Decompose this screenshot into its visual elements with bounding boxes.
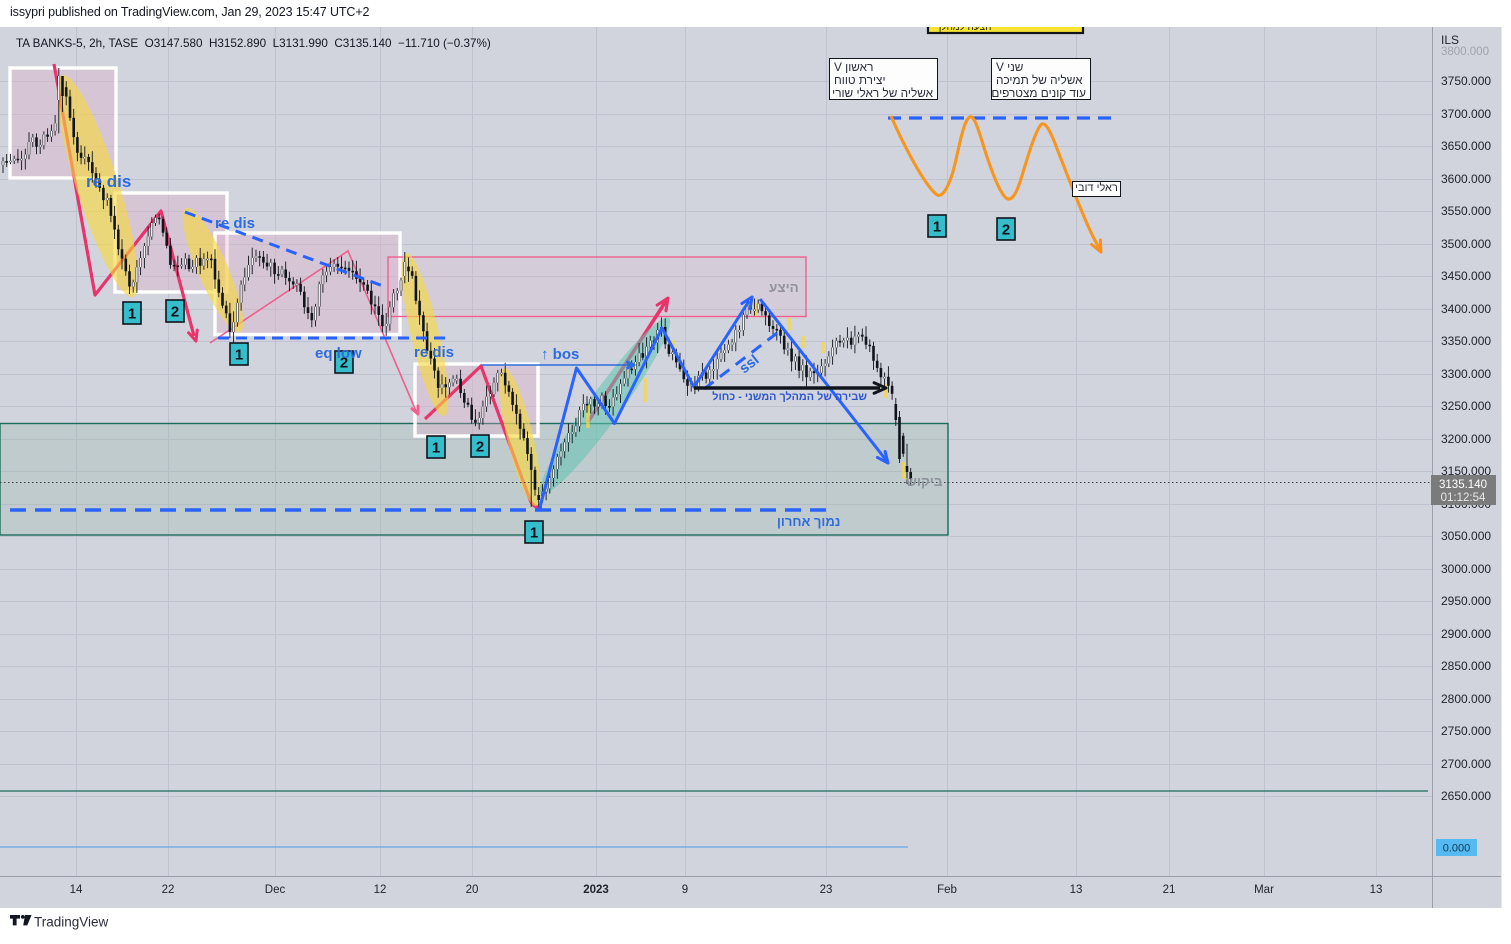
svg-text:3500.000: 3500.000 [1441,237,1491,251]
svg-text:1: 1 [530,525,538,542]
svg-text:13: 13 [1370,884,1383,896]
svg-text:2: 2 [1002,222,1010,239]
svg-text:0.000: 0.000 [1443,843,1471,855]
svg-text:2850.000: 2850.000 [1441,659,1491,673]
svg-text:12: 12 [374,884,387,896]
svg-text:Dec: Dec [265,884,286,896]
svg-text:2700.000: 2700.000 [1441,757,1491,771]
svg-text:3150.000: 3150.000 [1441,464,1491,478]
svg-text:2900.000: 2900.000 [1441,627,1491,641]
svg-text:3350.000: 3350.000 [1441,334,1491,348]
svg-text:13: 13 [1070,884,1083,896]
svg-text:2: 2 [340,355,348,372]
svg-text:re dis: re dis [414,344,454,361]
svg-text:2: 2 [476,439,484,456]
svg-text:1: 1 [432,440,440,457]
svg-text:2750.000: 2750.000 [1441,724,1491,738]
svg-text:1: 1 [235,347,243,364]
svg-text:eq low: eq low [315,345,362,362]
svg-text:3400.000: 3400.000 [1441,302,1491,316]
svg-text:3600.000: 3600.000 [1441,172,1491,186]
svg-text:Mar: Mar [1254,884,1274,896]
svg-text:3450.000: 3450.000 [1441,269,1491,283]
svg-text:3300.000: 3300.000 [1441,367,1491,381]
svg-text:20: 20 [466,884,479,896]
svg-text:Feb: Feb [937,884,957,896]
svg-text:2650.000: 2650.000 [1441,789,1491,803]
svg-text:3550.000: 3550.000 [1441,204,1491,218]
svg-text:2: 2 [171,304,179,321]
svg-text:3750.000: 3750.000 [1441,74,1491,88]
svg-text:3050.000: 3050.000 [1441,529,1491,543]
svg-text:2800.000: 2800.000 [1441,692,1491,706]
svg-text:22: 22 [162,884,175,896]
svg-text:3650.000: 3650.000 [1441,139,1491,153]
svg-text:↑ bos: ↑ bos [541,346,579,363]
svg-text:3250.000: 3250.000 [1441,399,1491,413]
svg-text:ILS: ILS [1441,33,1459,47]
svg-text:3800.000: 3800.000 [1441,46,1489,58]
svg-text:9: 9 [682,884,688,896]
svg-text:2023: 2023 [583,884,609,896]
svg-text:TradingView: TradingView [34,914,109,929]
svg-text:re dis: re dis [86,172,131,191]
svg-text:3135.140: 3135.140 [1439,479,1487,491]
svg-text:3700.000: 3700.000 [1441,107,1491,121]
svg-text:14: 14 [70,884,83,896]
svg-text:01:12:54: 01:12:54 [1441,492,1486,504]
svg-text:1: 1 [128,306,136,323]
svg-text:23: 23 [820,884,833,896]
svg-text:1: 1 [933,219,941,236]
svg-text:re dis: re dis [215,215,255,232]
svg-text:3000.000: 3000.000 [1441,562,1491,576]
svg-text:3200.000: 3200.000 [1441,432,1491,446]
svg-text:TA BANKS-5, 2h, TASE O3147.58: TA BANKS-5, 2h, TASE O3147.580 H3152.890… [16,37,491,50]
svg-text:2950.000: 2950.000 [1441,594,1491,608]
svg-text:21: 21 [1163,884,1176,896]
